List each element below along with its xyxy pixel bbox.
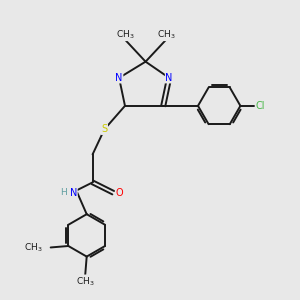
Text: CH$_3$: CH$_3$ bbox=[116, 28, 134, 40]
Text: CH$_3$: CH$_3$ bbox=[76, 275, 94, 288]
Text: O: O bbox=[116, 188, 124, 198]
Text: N: N bbox=[70, 188, 77, 198]
Text: H: H bbox=[60, 188, 67, 196]
Text: S: S bbox=[101, 124, 107, 134]
Text: N: N bbox=[116, 73, 123, 83]
Text: CH$_3$: CH$_3$ bbox=[157, 28, 176, 40]
Text: Cl: Cl bbox=[256, 101, 265, 111]
Text: CH$_3$: CH$_3$ bbox=[24, 241, 42, 254]
Text: N: N bbox=[166, 73, 173, 83]
